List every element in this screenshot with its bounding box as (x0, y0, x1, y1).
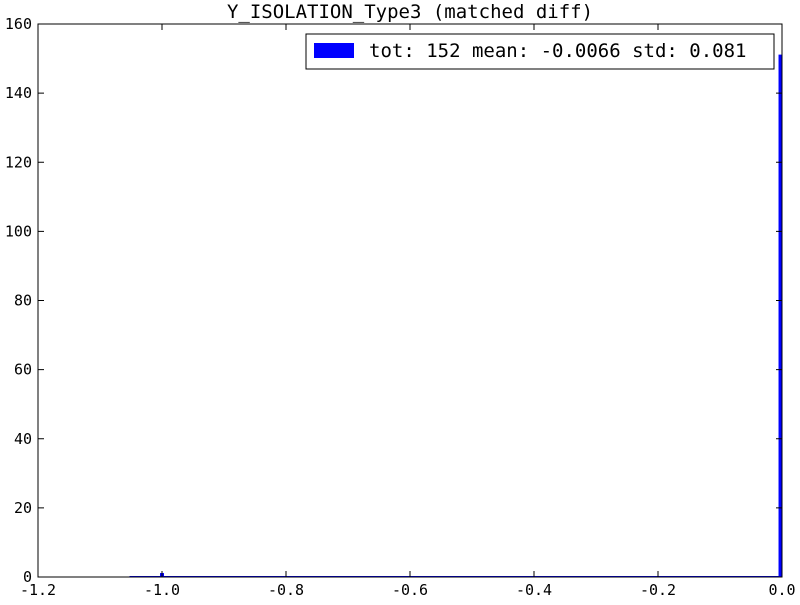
y-tick-label: 80 (14, 292, 32, 310)
bars-layer (129, 54, 783, 578)
x-tick-label: -0.8 (268, 581, 304, 599)
chart-title: Y_ISOLATION_Type3 (matched diff) (227, 1, 593, 23)
x-tick-label: -1.2 (20, 581, 56, 599)
x-tick-label: -0.6 (392, 581, 428, 599)
x-tick-label: -0.2 (640, 581, 676, 599)
x-tick-label: 0.0 (768, 581, 795, 599)
y-tick-label: 40 (14, 430, 32, 448)
x-tick-label: -1.0 (144, 581, 180, 599)
legend: tot: 152 mean: -0.0066 std: 0.081 (305, 33, 775, 70)
y-tick-label: 20 (14, 499, 32, 517)
y-tick-label: 0 (23, 568, 32, 586)
x-tick-label: -0.4 (516, 581, 552, 599)
y-tick-label: 100 (5, 222, 32, 240)
y-tick-label: 60 (14, 361, 32, 379)
legend-label: tot: 152 mean: -0.0066 std: 0.081 (369, 40, 747, 62)
y-tick-label: 160 (5, 15, 32, 33)
y-tick-label: 120 (5, 153, 32, 171)
plot-frame (37, 23, 783, 578)
legend-swatch (314, 43, 354, 58)
y-tick-label: 140 (5, 84, 32, 102)
ticks-layer: -1.2 -1.0 -0.8 -0.6 -0.4 -0.2 0.0 0 20 40 60 80 100 1… (5, 15, 796, 599)
legend-box (305, 33, 775, 70)
